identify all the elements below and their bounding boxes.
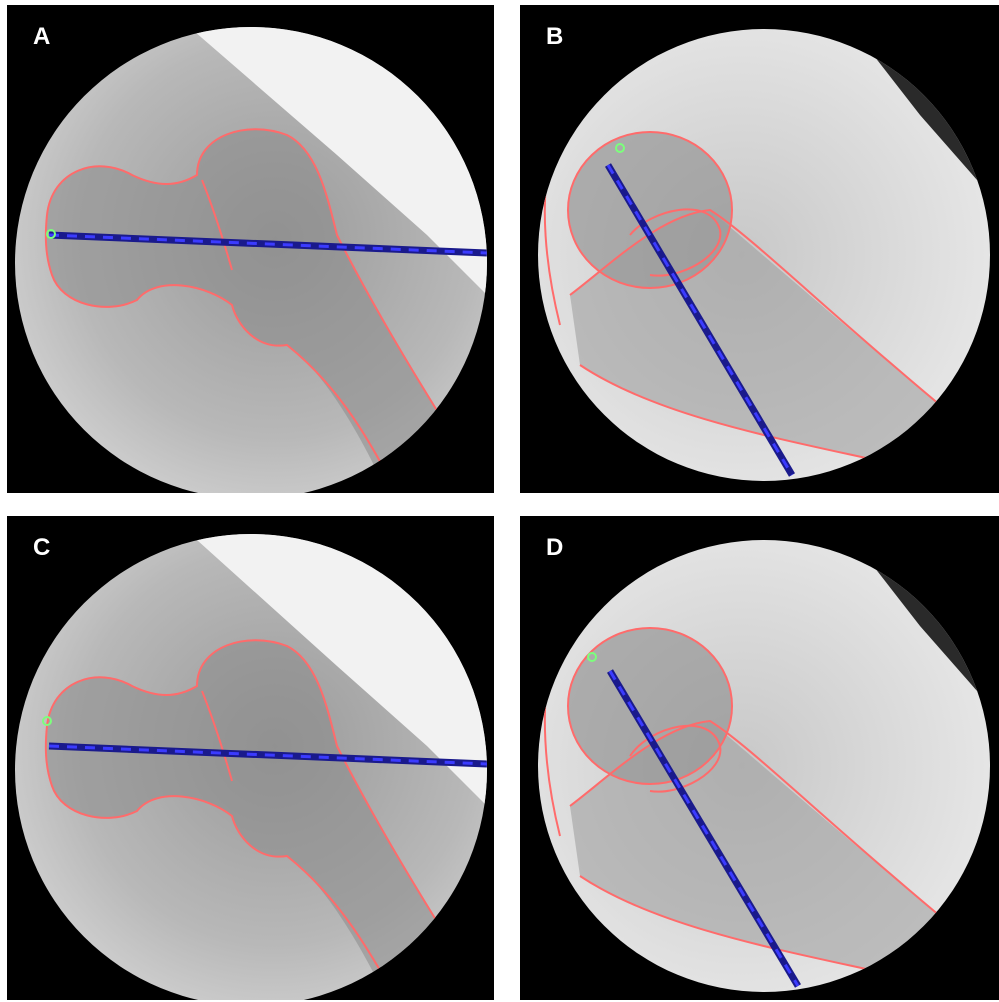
guide-wire-dashes [608, 670, 800, 987]
soft-tissue-bright [187, 534, 487, 806]
fluoroscopy-image-b [538, 29, 990, 481]
target-marker [42, 716, 52, 726]
xray-panel-c: C [7, 516, 494, 1000]
femur-shadow [45, 640, 478, 1000]
fluoroscopy-image-d [538, 540, 990, 992]
femur-shadow [570, 210, 940, 465]
fluoroscopy-image-a [15, 27, 487, 493]
bone-outline [44, 639, 478, 1000]
panel-label-d: D [546, 534, 564, 561]
bone-outline [44, 128, 478, 493]
panel-label-c: C [33, 534, 51, 561]
guide-wire-dashes [48, 233, 487, 255]
soft-tissue-bright [187, 27, 487, 295]
panel-label-b: B [546, 23, 564, 50]
xray-panel-d: D [520, 516, 999, 1000]
target-marker [46, 229, 56, 239]
panel-label-a: A [33, 23, 51, 50]
xray-panel-b: B [520, 5, 999, 493]
target-marker [587, 652, 597, 662]
xray-panel-a: A [7, 5, 494, 493]
fluoroscopy-image-c [15, 534, 487, 1000]
target-marker [615, 143, 625, 153]
guide-wire-dashes [606, 164, 794, 476]
guide-wire-dashes [48, 744, 487, 766]
femur-shadow [45, 129, 477, 493]
femur-shadow [570, 721, 940, 976]
